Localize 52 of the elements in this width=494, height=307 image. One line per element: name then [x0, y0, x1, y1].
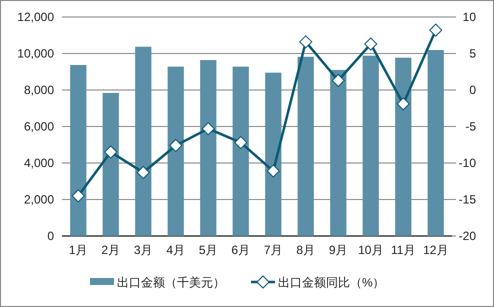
- x-tick-label: 11月: [391, 243, 416, 257]
- x-tick-label: 8月: [296, 243, 316, 257]
- x-tick-label: 1月: [68, 243, 88, 257]
- bar: [330, 70, 346, 236]
- legend-label: 出口金额（千美元）: [117, 276, 225, 290]
- point: [429, 24, 442, 37]
- y2-tick-label: 10: [462, 10, 476, 24]
- bar: [232, 66, 249, 236]
- x-tick-label: 6月: [231, 243, 250, 257]
- bar: [70, 65, 86, 236]
- legend-label: 出口金额同比（%）: [278, 276, 385, 290]
- x-tick-label: 7月: [264, 243, 283, 257]
- point: [299, 35, 312, 48]
- y-tick-label: 2,000: [24, 192, 54, 206]
- point: [364, 38, 378, 51]
- x-tick-label: 5月: [198, 243, 218, 257]
- point: [332, 74, 345, 88]
- point: [136, 166, 150, 179]
- bar: [428, 50, 444, 236]
- y-tick-label: 0: [47, 229, 54, 243]
- bar: [298, 56, 314, 236]
- y-tick-label: 12,000: [17, 10, 54, 24]
- x-tick-label: 4月: [166, 243, 186, 257]
- bar: [135, 46, 152, 236]
- x-tick-label: 10月: [358, 243, 384, 257]
- y-tick-label: 4,000: [24, 156, 54, 170]
- y2-tick-label: -20: [458, 229, 476, 243]
- y2-tick-label: -10: [458, 156, 476, 170]
- point: [202, 122, 215, 136]
- y2-tick-label: -15: [458, 192, 476, 206]
- point: [72, 189, 85, 202]
- bar: [102, 92, 119, 236]
- point: [104, 146, 118, 159]
- bar: [168, 66, 184, 236]
- y2-tick-label: 5: [469, 46, 476, 60]
- y-tick-label: 10,000: [17, 46, 54, 60]
- y2-tick-label: -5: [465, 120, 476, 134]
- point: [169, 138, 182, 152]
- y2-tick-label: 0: [469, 83, 476, 97]
- x-tick-label: 12月: [423, 243, 448, 257]
- bar: [265, 72, 282, 236]
- point: [396, 97, 410, 110]
- y-tick-label: 6,000: [24, 120, 54, 134]
- y-tick-label: 8,000: [24, 83, 54, 97]
- x-tick-label: 9月: [328, 243, 348, 257]
- x-tick-label: 2月: [101, 243, 120, 257]
- point: [234, 136, 248, 150]
- bar: [395, 58, 412, 236]
- bar: [200, 60, 216, 236]
- bar: [362, 56, 379, 236]
- point: [266, 164, 280, 178]
- x-tick-label: 3月: [134, 243, 153, 257]
